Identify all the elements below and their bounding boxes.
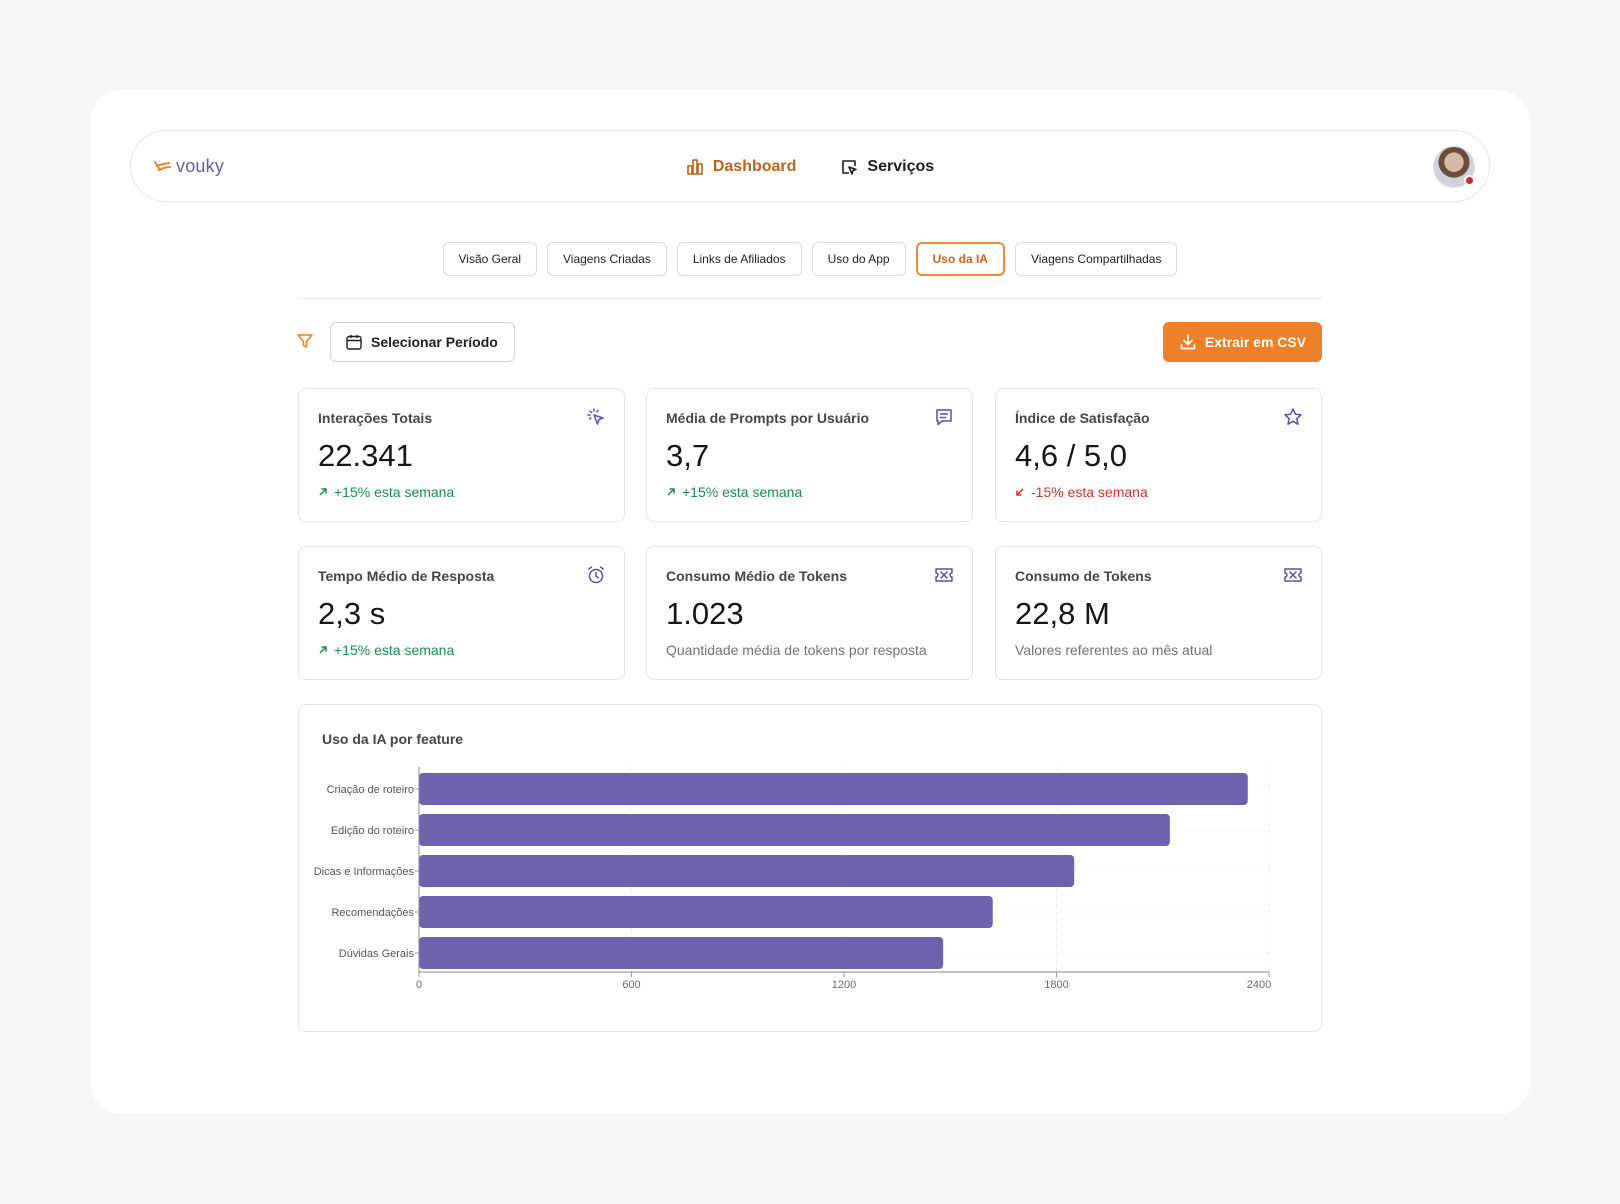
tabs-divider <box>298 298 1322 299</box>
card-trend-text: +15% esta semana <box>334 642 455 658</box>
card-title: Consumo Médio de Tokens <box>666 568 847 584</box>
arrow-up-right-icon <box>667 488 675 496</box>
alarm-clock-icon <box>588 566 604 584</box>
card-value: 1.023 <box>666 596 744 631</box>
star-icon <box>1284 408 1302 425</box>
bar <box>419 896 993 928</box>
dashboard-frame: vouky Dashboard Serviços Visão Geral Via… <box>90 90 1530 1114</box>
avatar <box>1433 146 1475 188</box>
card-trend-text: +15% esta semana <box>334 484 455 500</box>
logo-mark-icon <box>154 160 171 171</box>
card-trend: +15% esta semana <box>318 642 454 658</box>
tab-uso-da-ia[interactable]: Uso da IA <box>915 242 1005 276</box>
card-title: Índice de Satisfação <box>1015 410 1150 426</box>
logo[interactable]: vouky <box>153 156 224 177</box>
card-value: 3,7 <box>666 438 710 473</box>
nav-dashboard[interactable]: Dashboard <box>686 158 797 176</box>
y-category-label: Dicas e Informações <box>314 866 415 878</box>
tab-uso-do-app[interactable]: Uso do App <box>811 242 906 276</box>
card-interacoes-totais: Interações Totais 22.341 +15% esta seman… <box>298 388 625 522</box>
card-title: Interações Totais <box>318 410 433 426</box>
export-csv-button[interactable]: Extrair em CSV <box>1163 322 1322 362</box>
logo-text: vouky <box>176 156 225 176</box>
arrow-down-left-icon <box>1016 488 1024 496</box>
user-avatar-button[interactable] <box>1433 146 1475 188</box>
top-navbar: vouky Dashboard Serviços <box>130 130 1490 202</box>
nav-servicos-label: Serviços <box>867 158 935 175</box>
tab-visao-geral[interactable]: Visão Geral <box>442 242 537 276</box>
bar <box>419 937 944 969</box>
select-period-button[interactable]: Selecionar Período <box>330 322 515 362</box>
y-category-label: Edição do roteiro <box>331 825 414 837</box>
download-icon <box>1180 334 1196 350</box>
card-trend-text: +15% esta semana <box>682 484 803 500</box>
card-media-prompts: Média de Prompts por Usuário 3,7 +15% es… <box>646 388 973 522</box>
card-trend-text: -15% esta semana <box>1031 484 1148 500</box>
y-category-label: Recomendações <box>331 907 414 919</box>
card-value: 22.341 <box>318 438 413 473</box>
card-trend: +15% esta semana <box>666 484 802 500</box>
card-tempo-medio-resposta: Tempo Médio de Resposta 2,3 s +15% esta … <box>298 546 625 680</box>
card-title: Consumo de Tokens <box>1015 568 1152 584</box>
card-trend: +15% esta semana <box>318 484 454 500</box>
arrow-up-right-icon <box>319 488 327 496</box>
card-indice-satisfacao: Índice de Satisfação 4,6 / 5,0 -15% esta… <box>995 388 1322 522</box>
x-tick-label: 1200 <box>832 979 856 991</box>
notification-dot <box>1464 175 1475 186</box>
bar <box>419 855 1075 887</box>
card-consumo-medio-tokens: Consumo Médio de Tokens 1.023 Quantidade… <box>646 546 973 680</box>
nav-dashboard-label: Dashboard <box>712 158 797 175</box>
x-tick-label: 1800 <box>1044 979 1068 991</box>
card-caption: Quantidade média de tokens por resposta <box>666 642 927 658</box>
x-tick-label: 2400 <box>1247 979 1271 991</box>
select-period-label: Selecionar Período <box>371 334 498 350</box>
chart-card: Uso da IA por feature 0 600 1200 1800 2400 Cr… <box>298 704 1322 1032</box>
arrow-up-right-icon <box>319 646 327 654</box>
calendar-icon <box>346 335 362 350</box>
card-value: 22,8 M <box>1015 596 1110 631</box>
card-trend: -15% esta semana <box>1015 484 1148 500</box>
card-title: Tempo Médio de Resposta <box>318 568 495 584</box>
card-title: Média de Prompts por Usuário <box>666 410 870 426</box>
tab-viagens-criadas[interactable]: Viagens Criadas <box>546 242 667 276</box>
main-nav: Dashboard Serviços <box>131 131 1489 203</box>
filter-icon[interactable] <box>296 332 314 350</box>
bar-chart: 0 600 1200 1800 2400 Criação de roteiro Edição… <box>314 767 1271 991</box>
message-square-icon <box>936 409 952 426</box>
chart-title: Uso da IA por feature <box>322 731 464 747</box>
x-tick-label: 600 <box>622 979 640 991</box>
card-consumo-tokens: Consumo de Tokens 22,8 M Valores referen… <box>995 546 1322 680</box>
card-caption: Valores referentes ao mês atual <box>1015 642 1213 658</box>
nav-servicos[interactable]: Serviços <box>840 158 934 176</box>
ticket-icon <box>1284 568 1302 582</box>
card-value: 2,3 s <box>318 596 386 631</box>
tab-viagens-compartilhadas[interactable]: Viagens Compartilhadas <box>1014 242 1178 276</box>
cursor-click-icon <box>587 408 604 425</box>
bar <box>419 773 1248 805</box>
y-category-label: Criação de roteiro <box>327 784 414 796</box>
cursor-square-icon <box>842 160 858 175</box>
tab-links-afiliados[interactable]: Links de Afiliados <box>676 242 802 276</box>
ticket-icon <box>935 568 953 582</box>
y-category-label: Dúvidas Gerais <box>339 948 415 960</box>
x-tick-label: 0 <box>416 979 422 991</box>
bar <box>419 814 1170 846</box>
section-tabs: Visão Geral Viagens Criadas Links de Afi… <box>90 242 1530 276</box>
building-chart-icon <box>687 159 703 175</box>
export-csv-label: Extrair em CSV <box>1204 334 1307 350</box>
card-value: 4,6 / 5,0 <box>1015 438 1128 473</box>
